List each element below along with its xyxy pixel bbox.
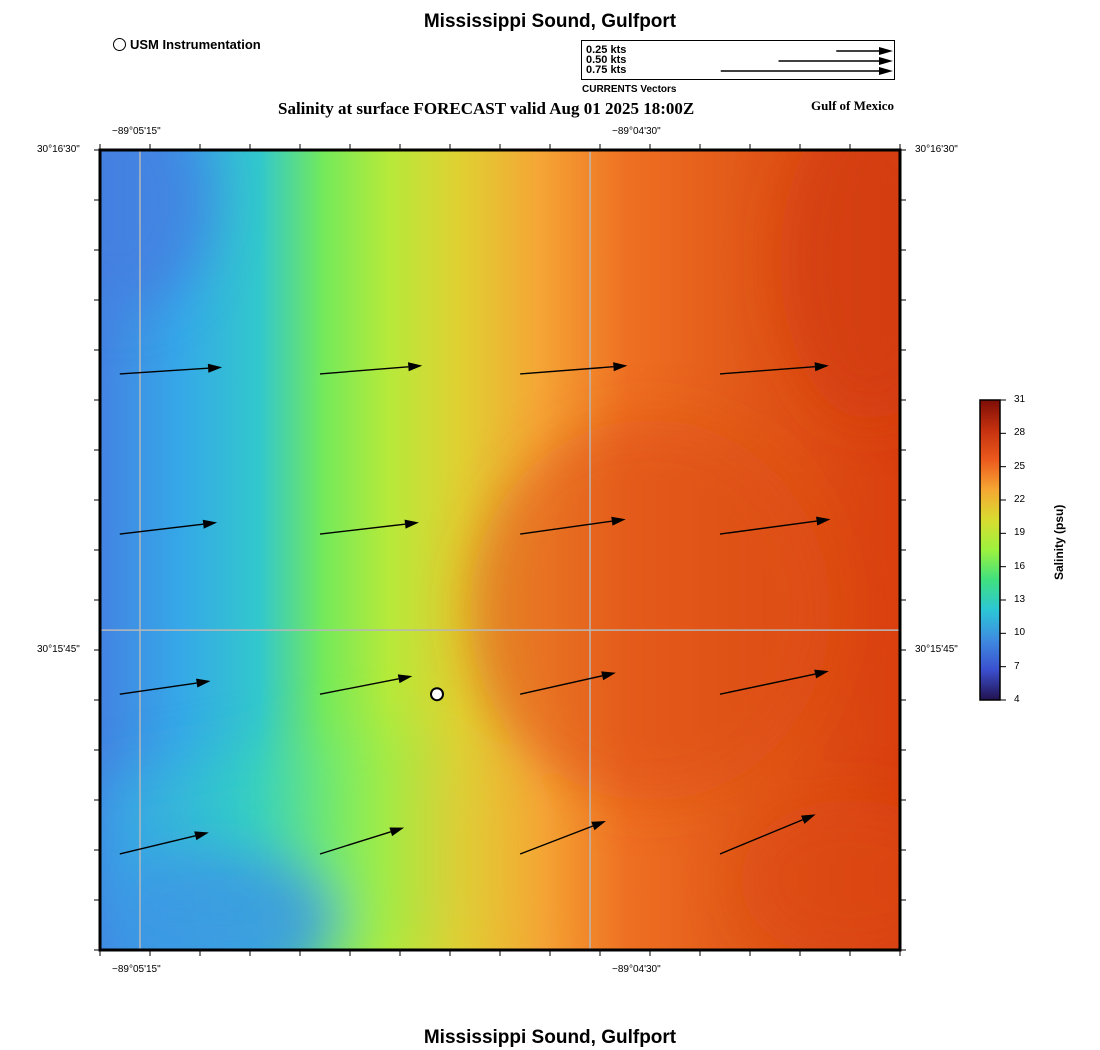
current-vector-5 xyxy=(119,519,218,535)
lon-tick-label-bottom-1: −89°05'15" xyxy=(112,964,161,975)
current-vector-4 xyxy=(719,362,829,375)
colorbar-tick-label-4: 4 xyxy=(1014,694,1020,705)
current-vector-1 xyxy=(119,363,223,375)
current-vector-13 xyxy=(119,831,209,855)
colorbar-tick-label-16: 16 xyxy=(1014,560,1026,572)
colorbar-tick-label-31: 31 xyxy=(1014,394,1026,405)
vector-scale-label-025: 0.25 kts xyxy=(586,44,627,56)
current-vector-9 xyxy=(119,678,211,695)
colorbar-tick-label-22: 22 xyxy=(1014,494,1026,505)
colorbar-tick-label-19: 19 xyxy=(1014,527,1026,539)
map-title-bottom: Mississippi Sound, Gulfport xyxy=(423,1027,677,1048)
lon-tick-label-bottom-2: −89°04'30" xyxy=(612,964,661,975)
salinity-field xyxy=(100,150,900,950)
colorbar-bar xyxy=(979,399,1001,701)
colorbar-ticks xyxy=(1000,399,1006,701)
vector-scale-arrow-2 xyxy=(778,57,893,65)
current-vector-14 xyxy=(319,827,405,855)
region-label: Gulf of Mexico xyxy=(811,98,895,113)
current-vector-8 xyxy=(719,516,831,535)
map-frame xyxy=(98,148,902,952)
current-vector-15 xyxy=(519,820,606,855)
lat-tick-label-right-2: 30°15'45" xyxy=(915,644,958,655)
colorbar-title: Salinity (psu) xyxy=(1052,504,1066,580)
current-vector-16 xyxy=(719,814,816,855)
lon-tick-label-top-1: −89°05'15" xyxy=(112,126,161,137)
salinity-colorbar xyxy=(979,399,1006,701)
lat-tick-label-left-1: 30°16'30" xyxy=(37,144,80,155)
current-vector-11 xyxy=(520,671,616,695)
vector-scale-arrows xyxy=(720,47,893,75)
usm-instrumentation-legend: USM Instrumentation xyxy=(113,37,261,52)
colorbar-tick-label-13: 13 xyxy=(1014,594,1026,605)
current-vector-scale-legend: 0.25 kts 0.50 kts 0.75 kts xyxy=(581,40,895,80)
current-vector-2 xyxy=(319,362,423,375)
current-vector-6 xyxy=(319,519,419,535)
colorbar-tick-label-25: 25 xyxy=(1014,460,1026,472)
vector-scale-arrow-3 xyxy=(720,67,893,75)
current-vector-10 xyxy=(319,674,413,695)
vector-scale-label-050: 0.50 kts xyxy=(586,54,627,66)
usm-station-marker xyxy=(429,687,444,702)
colorbar-tick-label-28: 28 xyxy=(1014,427,1026,439)
usm-legend-label: USM Instrumentation xyxy=(130,37,261,52)
lat-tick-label-right-1: 30°16'30" xyxy=(915,144,958,155)
current-vector-7 xyxy=(520,516,626,535)
current-vectors xyxy=(119,362,831,855)
vector-legend-caption: CURRENTS Vectors xyxy=(582,84,677,95)
lon-tick-label-top-2: −89°04'30" xyxy=(612,126,661,137)
current-vector-12 xyxy=(719,669,829,695)
lat-tick-label-left-2: 30°15'45" xyxy=(37,644,80,655)
usm-marker-icon xyxy=(113,38,126,51)
salinity-map xyxy=(94,144,906,956)
colorbar-tick-label-7: 7 xyxy=(1014,660,1020,672)
vector-scale-label-075: 0.75 kts xyxy=(586,64,627,76)
vector-scale-arrow-1 xyxy=(836,47,893,55)
current-vector-3 xyxy=(520,362,628,375)
map-subtitle: Salinity at surface FORECAST valid Aug 0… xyxy=(278,99,695,118)
map-title-top: Mississippi Sound, Gulfport xyxy=(423,11,677,32)
colorbar-tick-label-10: 10 xyxy=(1014,627,1026,639)
